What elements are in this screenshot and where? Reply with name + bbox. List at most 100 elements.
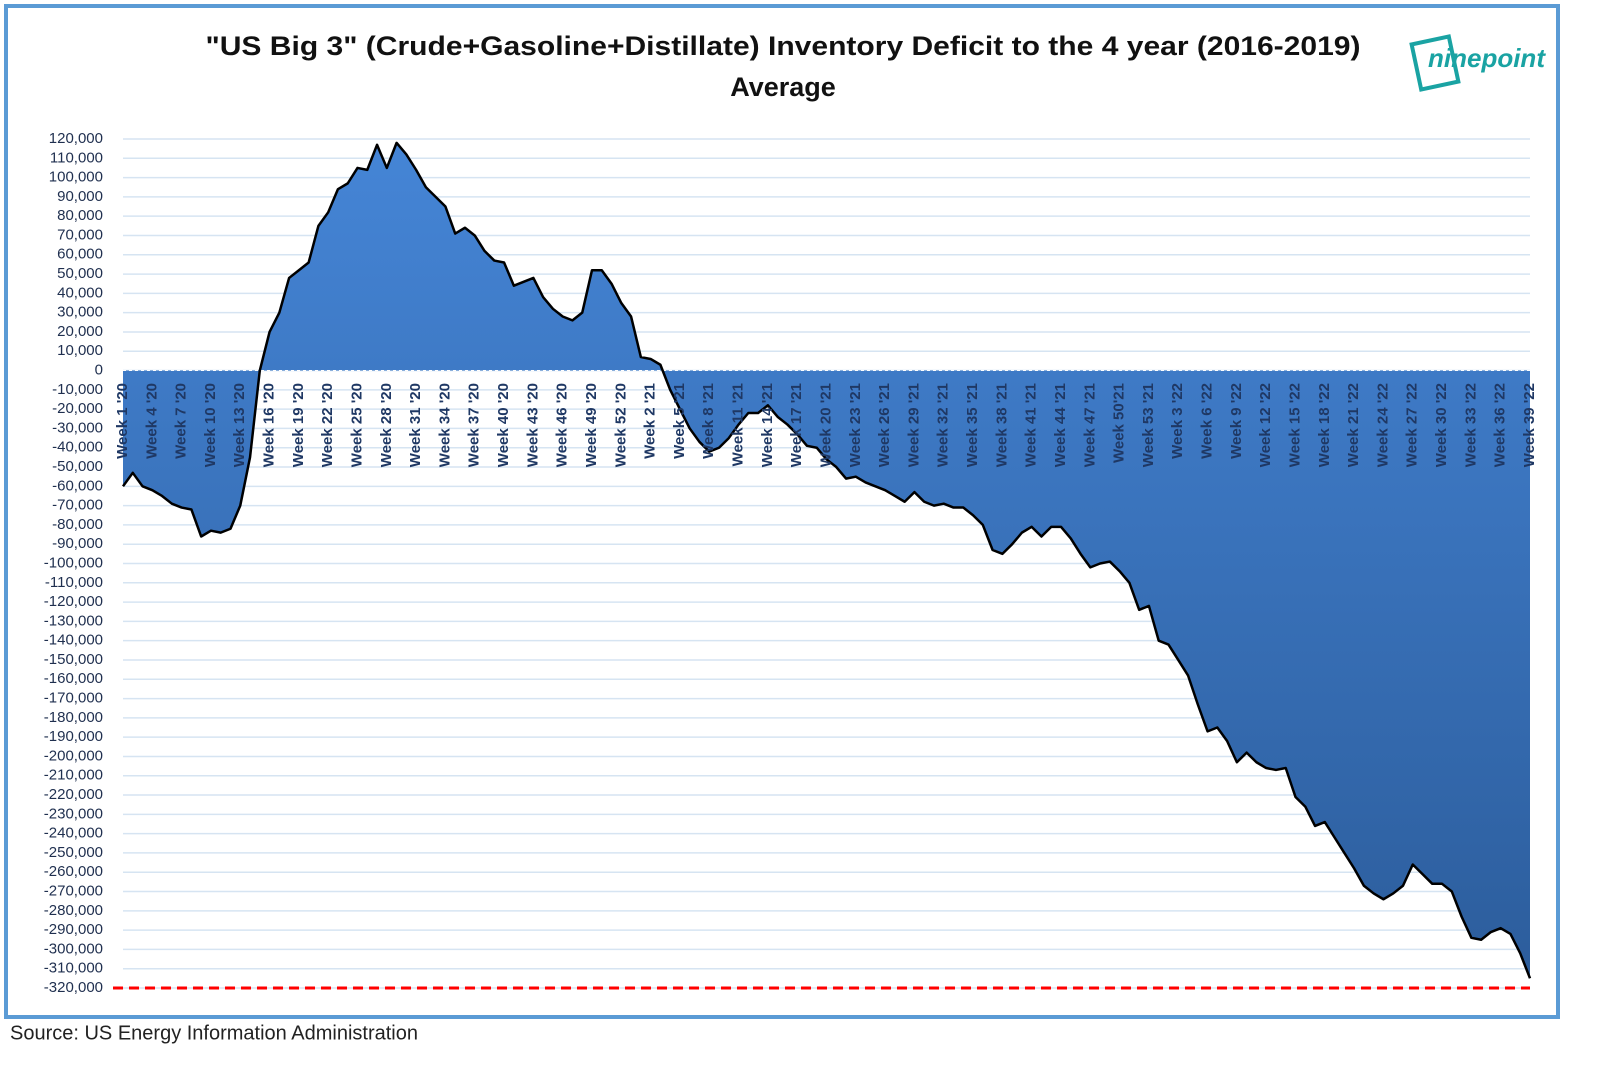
x-tick-label: Week 5 '21 xyxy=(671,383,688,459)
x-tick-label: Week 50'21 xyxy=(1111,383,1128,463)
y-tick-label: -230,000 xyxy=(44,805,103,822)
y-tick-label: -220,000 xyxy=(44,786,103,803)
y-tick-label: -50,000 xyxy=(52,458,103,475)
x-tick-label: Week 34 '20 xyxy=(436,383,453,467)
plot-area xyxy=(113,141,1532,990)
y-tick-label: -190,000 xyxy=(44,728,103,745)
x-tick-label: Week 3 '22 xyxy=(1169,383,1186,459)
y-tick-label: 20,000 xyxy=(57,323,103,340)
y-tick-label: 90,000 xyxy=(57,188,103,205)
x-tick-label: Week 14 '21 xyxy=(759,383,776,467)
y-tick-label: 100,000 xyxy=(49,169,103,186)
source-note: Source: US Energy Information Administra… xyxy=(10,1022,418,1044)
area xyxy=(123,142,1530,979)
x-tick-label: Week 22 '20 xyxy=(319,383,336,467)
labels: 120,000 110,000 100,000 90,000 80,000 70,000 6… xyxy=(44,130,1538,996)
y-tick-label: 30,000 xyxy=(57,304,103,321)
x-tick-label: Week 11 '21 xyxy=(730,383,747,466)
y-tick-label: 110,000 xyxy=(50,149,103,166)
y-tick-label: -110,000 xyxy=(45,574,103,591)
y-tick-label: -100,000 xyxy=(44,554,103,571)
x-tick-label: Week 35 '21 xyxy=(964,383,981,467)
logo: ninepoint xyxy=(1428,43,1546,73)
chart-title: "US Big 3" (Crude+Gasoline+Distillate) I… xyxy=(206,31,1361,61)
y-tick-label: -130,000 xyxy=(44,612,103,629)
x-tick-label: Week 19 '20 xyxy=(290,383,307,467)
y-tick-label: -120,000 xyxy=(44,593,103,610)
x-tick-label: Week 10 '20 xyxy=(202,383,219,467)
y-tick-label: -20,000 xyxy=(52,400,103,417)
y-tick-label: 60,000 xyxy=(57,246,103,263)
x-tick-label: Week 16 '20 xyxy=(261,383,278,467)
y-tick-label: -200,000 xyxy=(44,747,103,764)
x-tick-label: Week 31 '20 xyxy=(407,383,424,467)
x-tick-label: Week 38 '21 xyxy=(993,383,1010,467)
x-tick-label: Week 41 '21 xyxy=(1023,383,1040,467)
y-tick-label: -70,000 xyxy=(52,497,103,514)
x-tick-label: Week 8 '21 xyxy=(700,383,717,459)
y-tick-label: 120,000 xyxy=(49,130,103,147)
x-tick-label: Week 26 '21 xyxy=(876,383,893,467)
y-tick-label: 50,000 xyxy=(57,265,103,282)
y-tick-label: -270,000 xyxy=(44,882,103,899)
y-tick-label: 70,000 xyxy=(57,226,103,243)
x-tick-label: Week 52 '20 xyxy=(612,383,629,467)
x-tick-label: Week 28 '20 xyxy=(378,383,395,467)
x-tick-label: Week 24 '22 xyxy=(1374,383,1391,467)
y-tick-label: 0 xyxy=(95,362,103,379)
x-tick-label: Week 15 '22 xyxy=(1286,383,1303,467)
x-tick-label: Week 30 '22 xyxy=(1433,383,1450,467)
x-tick-label: Week 40 '20 xyxy=(495,383,512,467)
x-tick-label: Week 53 '21 xyxy=(1140,383,1157,467)
y-tick-label: -300,000 xyxy=(44,940,103,957)
y-tick-label: -10,000 xyxy=(52,381,103,398)
x-tick-label: Week 23 '21 xyxy=(847,383,864,467)
x-tick-label: Week 4 '20 xyxy=(143,383,160,459)
y-tick-label: -60,000 xyxy=(52,477,103,494)
x-tick-label: Week 44 '21 xyxy=(1052,383,1069,467)
x-tick-label: Week 33 '22 xyxy=(1462,383,1479,467)
y-tick-label: -250,000 xyxy=(44,844,103,861)
y-tick-label: -260,000 xyxy=(44,863,103,880)
x-tick-label: Week 25 '20 xyxy=(348,383,365,467)
y-tick-label: -30,000 xyxy=(52,419,103,436)
y-tick-label: 80,000 xyxy=(57,207,103,224)
y-tick-label: 10,000 xyxy=(57,342,103,359)
x-tick-label: Week 43 '20 xyxy=(524,383,541,467)
y-tick-label: -150,000 xyxy=(44,651,103,668)
x-tick-label: Week 39 '22 xyxy=(1521,383,1538,467)
x-tick-label: Week 12 '22 xyxy=(1257,383,1274,467)
x-tick-label: Week 13 '20 xyxy=(231,383,248,467)
y-tick-label: -140,000 xyxy=(44,632,103,649)
x-tick-label: Week 7 '20 xyxy=(173,383,190,459)
y-tick-label: -280,000 xyxy=(44,902,103,919)
y-tick-label: -290,000 xyxy=(44,921,103,938)
x-tick-label: Week 6 '22 xyxy=(1199,383,1216,459)
y-tick-label: -210,000 xyxy=(44,767,103,784)
y-tick-label: -90,000 xyxy=(52,535,103,552)
x-tick-label: Week 20 '21 xyxy=(817,383,834,467)
x-tick-label: Week 2 '21 xyxy=(642,383,659,459)
x-tick-label: Week 46 '20 xyxy=(554,383,571,467)
y-tick-label: -320,000 xyxy=(44,979,103,996)
y-tick-label: -40,000 xyxy=(52,439,103,456)
y-tick-label: 40,000 xyxy=(57,284,103,301)
chart-title: Average xyxy=(730,72,836,102)
x-tick-label: Week 49 '20 xyxy=(583,383,600,467)
x-tick-label: Week 18 '22 xyxy=(1316,383,1333,467)
y-tick-label: -80,000 xyxy=(52,516,103,533)
x-tick-label: Week 29 '21 xyxy=(905,383,922,467)
y-tick-label: -240,000 xyxy=(44,825,103,842)
x-tick-label: Week 32 '21 xyxy=(935,383,952,467)
y-tick-label: -310,000 xyxy=(44,960,103,977)
x-tick-label: Week 17 '21 xyxy=(788,383,805,467)
logo-mark xyxy=(1409,34,1461,92)
x-tick-label: Week 37 '20 xyxy=(466,383,483,467)
y-tick-label: -160,000 xyxy=(44,670,103,687)
x-tick-label: Week 1 '20 xyxy=(114,383,131,459)
y-tick-label: -170,000 xyxy=(44,690,103,707)
x-tick-label: Week 9 '22 xyxy=(1228,383,1245,459)
x-tick-label: Week 36 '22 xyxy=(1492,383,1509,467)
x-tick-label: Week 47 '21 xyxy=(1081,383,1098,467)
